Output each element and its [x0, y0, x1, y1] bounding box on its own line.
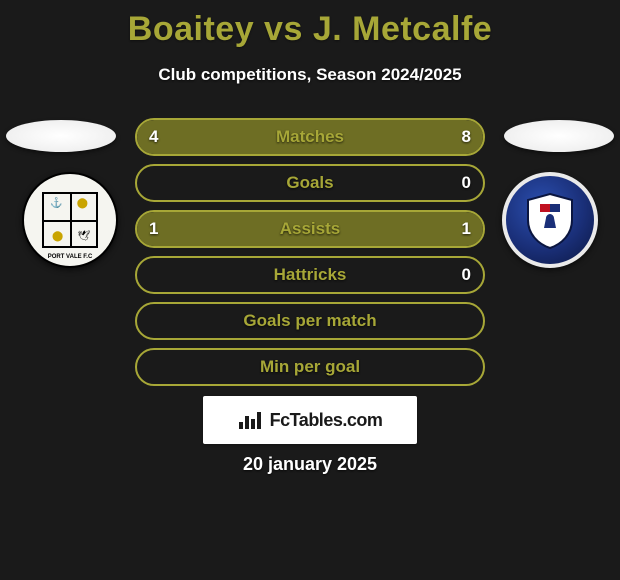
metric-bar-fill-right	[252, 120, 483, 154]
metric-bar-fill-right	[310, 212, 483, 246]
metric-bar-track	[135, 210, 485, 248]
metric-row: Goals per match	[135, 302, 485, 340]
metric-row: Goals0	[135, 164, 485, 202]
crest-left-label: PORT VALE F.C	[48, 254, 93, 260]
metric-value-right: 0	[462, 164, 471, 202]
club-crest-left: ⚓ ⬤ ⬤ 🕊 PORT VALE F.C	[22, 172, 118, 268]
metric-bar-track	[135, 302, 485, 340]
page-subtitle: Club competitions, Season 2024/2025	[0, 65, 620, 85]
comparison-bars: Matches48Goals0Assists11Hattricks0Goals …	[135, 118, 485, 394]
generation-date: 20 january 2025	[0, 454, 620, 475]
metric-value-right: 0	[462, 256, 471, 294]
metric-bar-track	[135, 256, 485, 294]
metric-value-right: 8	[462, 118, 471, 156]
brand-bars-icon	[238, 410, 266, 430]
brand-text: FcTables.com	[270, 410, 383, 431]
player-right-oval	[504, 120, 614, 152]
metric-row: Assists11	[135, 210, 485, 248]
page-title: Boaitey vs J. Metcalfe	[0, 0, 620, 49]
club-crest-right	[502, 172, 598, 268]
metric-bar-track	[135, 348, 485, 386]
metric-row: Min per goal	[135, 348, 485, 386]
metric-value-left: 1	[149, 210, 158, 248]
metric-bar-fill-left	[137, 212, 310, 246]
crest-left-shield: ⚓ ⬤ ⬤ 🕊	[42, 192, 98, 248]
metric-bar-track	[135, 118, 485, 156]
metric-value-left: 4	[149, 118, 158, 156]
comparison-infographic: Boaitey vs J. Metcalfe Club competitions…	[0, 0, 620, 580]
crest-right-shield-icon	[520, 190, 580, 250]
metric-row: Matches48	[135, 118, 485, 156]
metric-bar-track	[135, 164, 485, 202]
metric-row: Hattricks0	[135, 256, 485, 294]
player-left-oval	[6, 120, 116, 152]
brand-badge: FcTables.com	[203, 396, 417, 444]
metric-value-right: 1	[462, 210, 471, 248]
